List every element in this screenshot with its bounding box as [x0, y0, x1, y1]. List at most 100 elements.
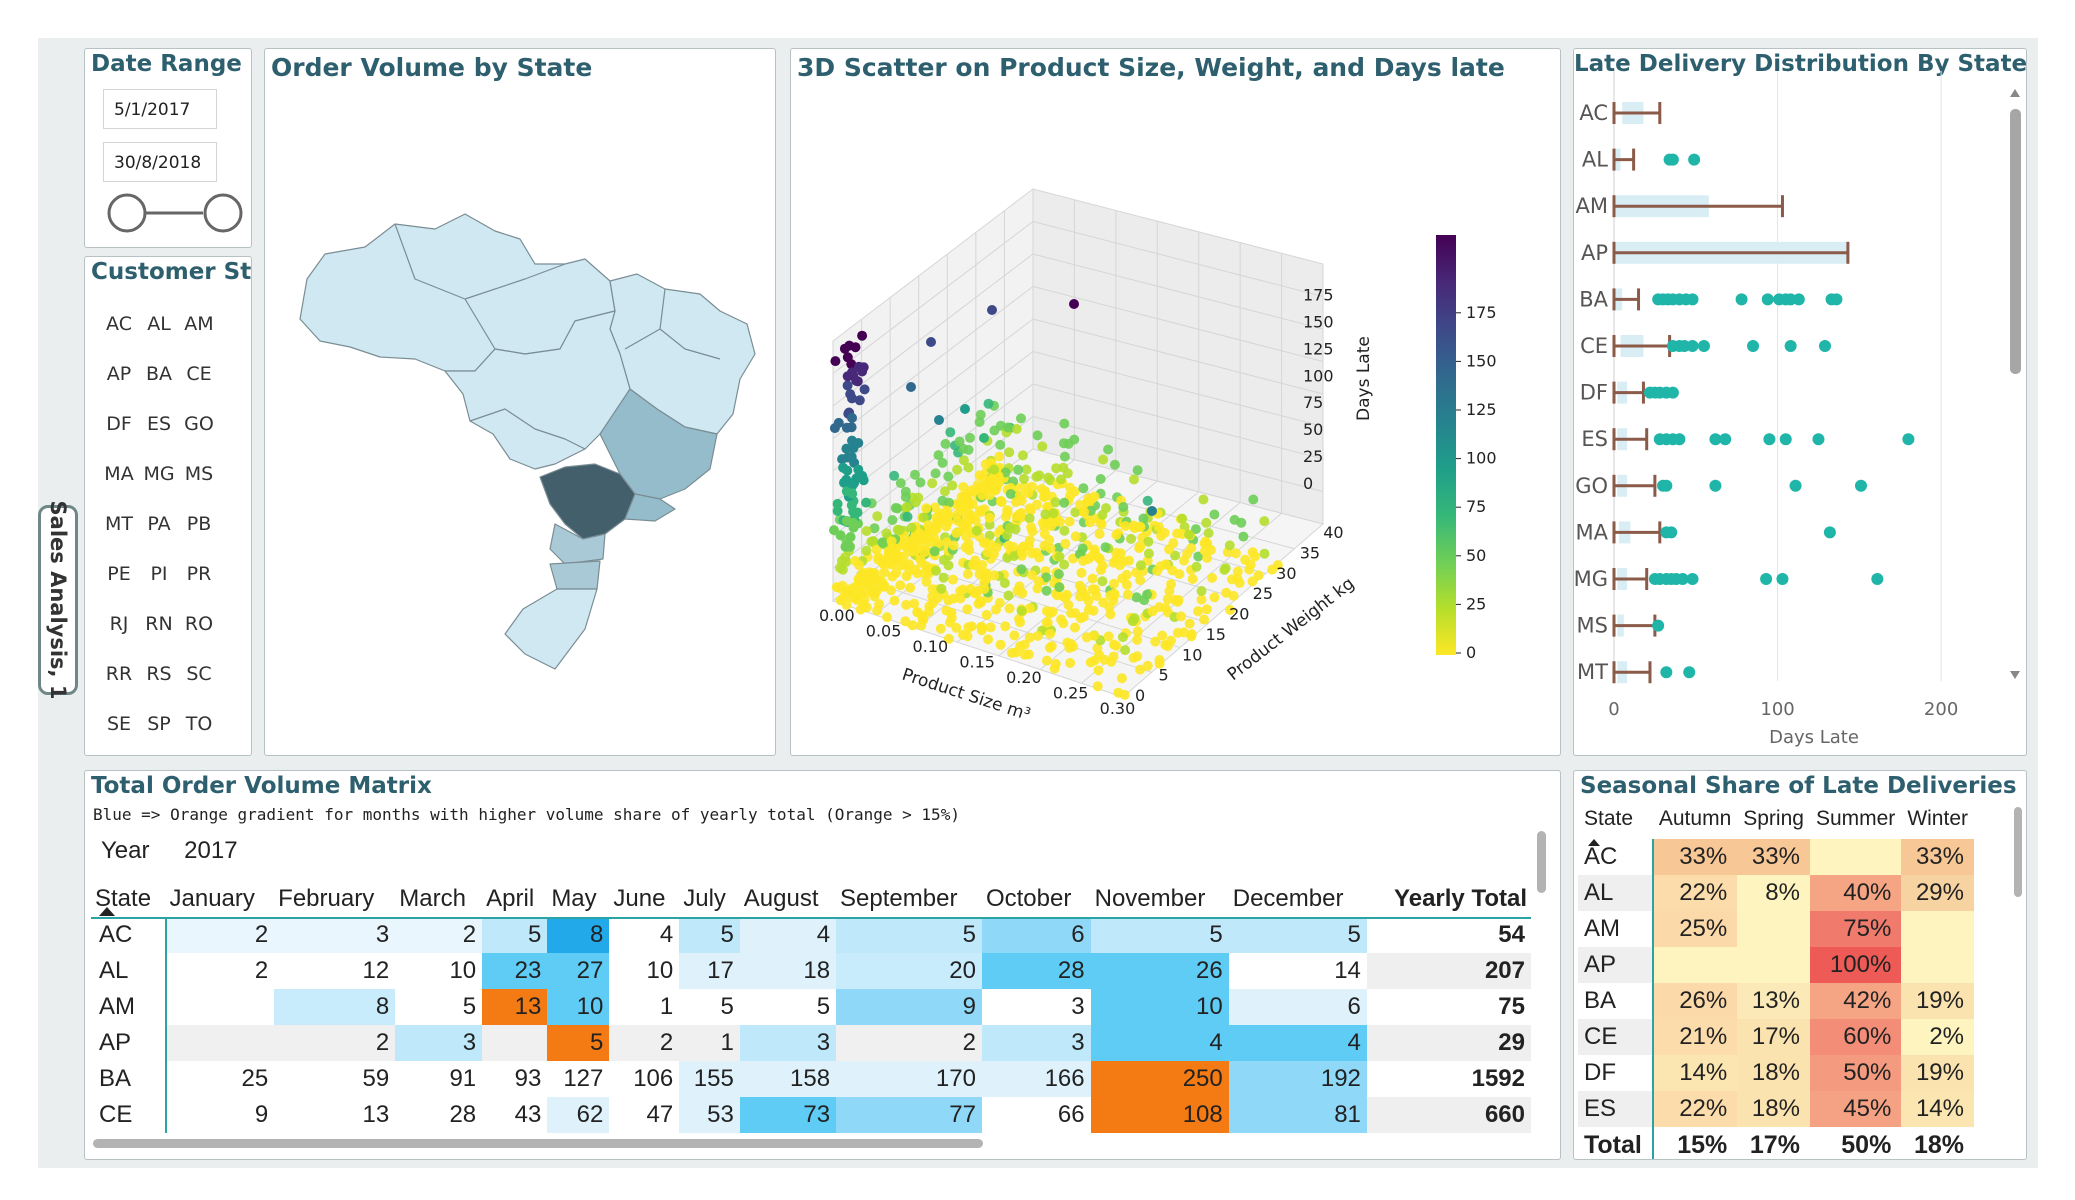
seasonal-row-ap[interactable]: AP 100%: [1578, 947, 1974, 983]
box-al[interactable]: AL: [1582, 148, 1701, 172]
state-option-ba[interactable]: BA: [145, 363, 173, 385]
seasonal-row-df[interactable]: DF 14% 18% 50% 19%: [1578, 1055, 1974, 1091]
scatter-points[interactable]: [829, 299, 1283, 700]
state-option-rs[interactable]: RS: [146, 663, 172, 685]
seasonal-row-am[interactable]: AM 25% 75%: [1578, 911, 1974, 947]
seasonal-column-spring[interactable]: Spring: [1743, 807, 1804, 830]
page-tab[interactable]: Sales Analysis, 1: [38, 501, 78, 699]
map-santa-catarina: [549, 560, 601, 590]
box-go[interactable]: GO: [1575, 474, 1867, 498]
matrix-column-yearly-total[interactable]: Yearly Total: [1394, 885, 1527, 912]
seasonal-row-ce[interactable]: CE 21% 17% 60% 2%: [1578, 1019, 1974, 1055]
matrix-cell: 5: [547, 1025, 610, 1061]
state-option-mt[interactable]: MT: [105, 513, 133, 535]
matrix-column-january[interactable]: January: [169, 885, 255, 912]
matrix-column-july[interactable]: July: [683, 885, 726, 912]
matrix-row-ac[interactable]: AC 2 3 2 5 8 4 5 4 5 6 5 5 54: [91, 917, 1531, 953]
matrix-cell: 93: [482, 1061, 548, 1097]
slider-end-handle[interactable]: [203, 193, 243, 233]
state-option-pr[interactable]: PR: [186, 563, 212, 585]
seasonal-vertical-scrollbar[interactable]: [2014, 807, 2022, 897]
page-tab-label: Sales Analysis, 1: [46, 500, 70, 700]
state-option-sc[interactable]: SC: [186, 663, 212, 685]
matrix-column-february[interactable]: February: [278, 885, 375, 912]
start-date-input[interactable]: 5/1/2017: [103, 89, 217, 129]
state-option-ce[interactable]: CE: [186, 363, 212, 385]
matrix-row-ce[interactable]: CE 9 13 28 43 62 47 53 73 77 66 108 81 660: [91, 1097, 1531, 1133]
matrix-row-al[interactable]: AL 2 12 10 23 27 10 17 18 20 28 26 14 207: [91, 953, 1531, 989]
box-ap[interactable]: AP: [1581, 241, 1850, 265]
matrix-column-november[interactable]: November: [1094, 885, 1206, 912]
state-option-ms[interactable]: MS: [184, 463, 214, 485]
state-option-go[interactable]: GO: [184, 413, 214, 435]
state-option-es[interactable]: ES: [146, 413, 172, 435]
matrix-column-december[interactable]: December: [1232, 885, 1344, 912]
matrix-cell: 1: [609, 989, 680, 1025]
state-option-pa[interactable]: PA: [147, 513, 171, 535]
state-option-se[interactable]: SE: [106, 713, 132, 735]
matrix-row-ba[interactable]: BA 25 59 91 93 127 106 155 158 170 166 250 192 1592: [91, 1061, 1531, 1097]
boxplot-scrollbar[interactable]: [2010, 89, 2021, 679]
box-ce[interactable]: CE: [1580, 334, 1831, 358]
box-ac[interactable]: AC: [1579, 101, 1662, 125]
late-delivery-boxplot[interactable]: AC AL AM AP BA CE DF ES GO MA MG MS MT0 100 200 Days La…: [1574, 49, 2027, 756]
matrix-cell: 2: [165, 917, 275, 953]
state-option-pe[interactable]: PE: [107, 563, 131, 585]
state-option-ro[interactable]: RO: [184, 613, 214, 635]
matrix-column-march[interactable]: March: [399, 885, 466, 912]
state-option-ac[interactable]: AC: [106, 313, 132, 335]
state-option-pi[interactable]: PI: [150, 563, 168, 585]
colorbar-tick: 100: [1466, 449, 1497, 468]
matrix-horizontal-scrollbar[interactable]: [93, 1139, 983, 1148]
matrix-row-am[interactable]: AM 8 5 13 10 1 5 5 9 3 10 6 75: [91, 989, 1531, 1025]
seasonal-row-ba[interactable]: BA 26% 13% 42% 19%: [1578, 983, 1974, 1019]
matrix-column-may[interactable]: May: [551, 885, 597, 912]
state-option-to[interactable]: TO: [185, 713, 213, 735]
box-mg[interactable]: MG: [1574, 567, 1884, 591]
box-am[interactable]: AM: [1576, 194, 1784, 218]
date-range-slider[interactable]: [85, 191, 252, 241]
seasonal-cell: 13%: [1737, 983, 1810, 1019]
box-mt[interactable]: MT: [1577, 660, 1696, 684]
seasonal-row-ac[interactable]: AC 33% 33% 33%: [1578, 839, 1974, 875]
matrix-vertical-scrollbar[interactable]: [1537, 831, 1546, 893]
matrix-column-october[interactable]: October: [985, 885, 1072, 912]
seasonal-column-state[interactable]: State: [1584, 807, 1634, 830]
state-option-ap[interactable]: AP: [106, 363, 132, 385]
state-option-rr[interactable]: RR: [105, 663, 133, 685]
matrix-column-september[interactable]: September: [840, 885, 958, 912]
state-option-al[interactable]: AL: [147, 313, 171, 335]
state-option-df[interactable]: DF: [106, 413, 132, 435]
slider-start-handle[interactable]: [107, 193, 147, 233]
seasonal-row-al[interactable]: AL 22% 8% 40% 29%: [1578, 875, 1974, 911]
brazil-map[interactable]: [265, 49, 776, 756]
box-ma[interactable]: MA: [1576, 520, 1836, 544]
matrix-column-august[interactable]: August: [743, 885, 819, 912]
seasonal-sort-arrow-icon[interactable]: [1588, 839, 1600, 846]
box-ms[interactable]: MS: [1577, 614, 1665, 638]
state-option-am[interactable]: AM: [184, 313, 214, 335]
state-option-mg[interactable]: MG: [143, 463, 175, 485]
scatter-3d-chart[interactable]: 0.000.050.100.150.200.250.30051015202530…: [791, 49, 1561, 756]
matrix-cell: 9: [165, 1097, 275, 1133]
seasonal-column-summer[interactable]: Summer: [1815, 807, 1896, 830]
colorbar-tick: 125: [1466, 400, 1497, 419]
state-option-sp[interactable]: SP: [147, 713, 171, 735]
state-option-rj[interactable]: RJ: [109, 613, 129, 635]
matrix-column-june[interactable]: June: [613, 885, 666, 912]
state-option-pb[interactable]: PB: [186, 513, 212, 535]
box-ba[interactable]: BA: [1579, 287, 1843, 311]
matrix-row-ap[interactable]: AP 2 3 5 2 1 3 2 3 4 4 29: [91, 1025, 1531, 1061]
seasonal-column-autumn[interactable]: Autumn: [1658, 807, 1732, 830]
matrix-column-april[interactable]: April: [486, 885, 535, 912]
seasonal-row-state: BA: [1578, 983, 1654, 1019]
state-option-rn[interactable]: RN: [145, 613, 173, 635]
box-df[interactable]: DF: [1580, 381, 1679, 405]
seasonal-row-es[interactable]: ES 22% 18% 45% 14%: [1578, 1091, 1974, 1127]
end-date-input[interactable]: 30/8/2018: [103, 142, 217, 182]
box-es[interactable]: ES: [1581, 427, 1915, 451]
sort-arrow-icon[interactable]: [99, 907, 115, 916]
seasonal-column-winter[interactable]: Winter: [1907, 807, 1968, 830]
state-option-ma[interactable]: MA: [104, 463, 134, 485]
matrix-cell: 20: [836, 953, 982, 989]
